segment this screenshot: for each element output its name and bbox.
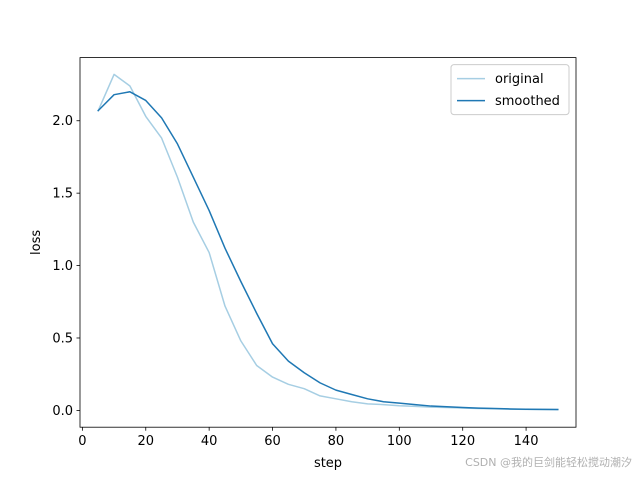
x-tick-label: 40 [201,434,218,449]
x-axis-label: step [314,456,342,471]
y-tick-label: 1.5 [52,187,73,202]
legend-box [450,64,570,116]
x-tick-label: 140 [514,434,539,449]
x-tick-label: 120 [450,434,475,449]
x-tick-label: 100 [387,434,412,449]
legend-label-smoothed: smoothed [495,94,560,109]
x-tick-label: 0 [78,434,86,449]
watermark: CSDN @我的巨剑能轻松搅动潮汐 [465,456,632,469]
y-tick-label: 0.5 [52,331,73,346]
legend-label-original: original [495,72,544,87]
legend: original smoothed [450,64,570,116]
plot-area: 0 20 40 60 80 100 120 140 0.0 0.5 1.0 1.5 2.0 step los… [29,57,577,471]
y-tick-label: 1.0 [52,259,73,274]
x-tick-label: 20 [137,434,154,449]
y-tick-label: 2.0 [52,114,73,129]
y-axis-label: loss [29,230,44,255]
x-tick-label: 80 [328,434,345,449]
series-line-smoothed [97,91,559,411]
series-line-original [97,73,559,411]
plot-frame [79,57,577,428]
y-tick-label: 0.0 [52,404,73,419]
x-tick-label: 60 [264,434,281,449]
